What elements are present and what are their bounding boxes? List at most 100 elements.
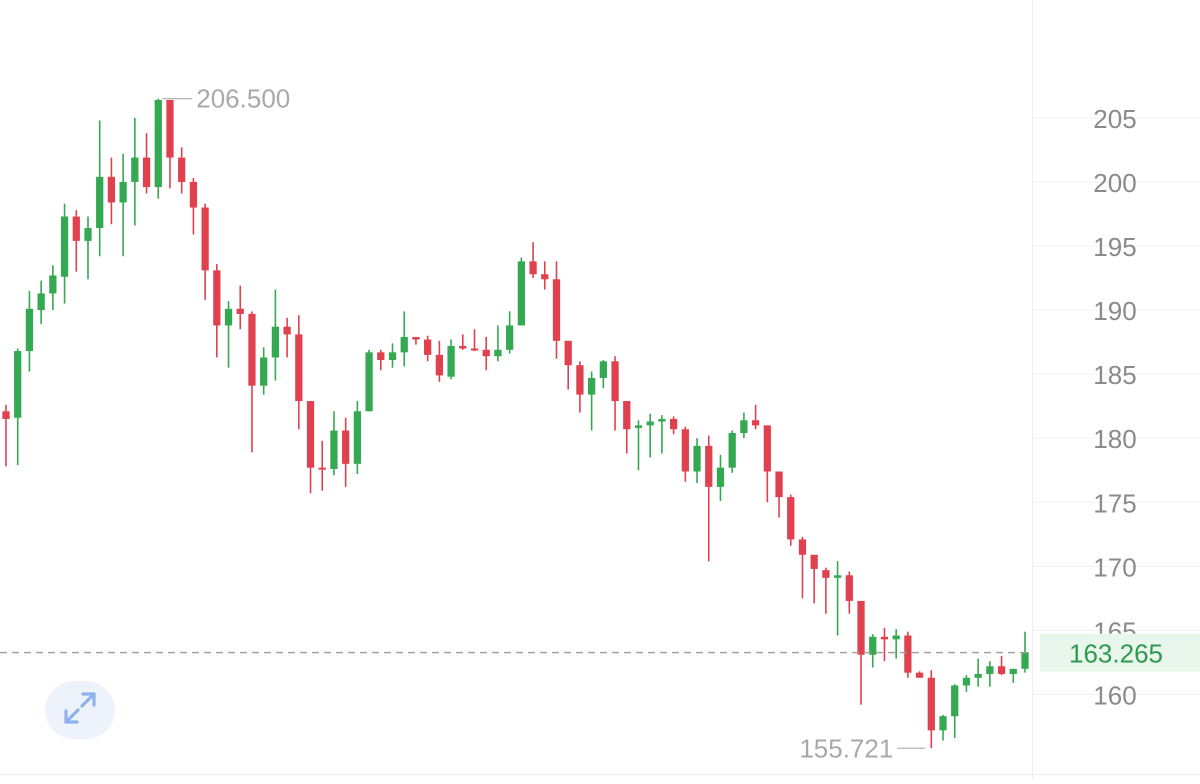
candle-body xyxy=(787,497,795,540)
candle-body xyxy=(1021,652,1029,669)
candle-body xyxy=(84,228,92,241)
candle-body xyxy=(588,377,596,395)
candle-body xyxy=(400,336,408,353)
y-tick-label: 170 xyxy=(1093,552,1136,582)
current-price-badge xyxy=(1040,633,1200,672)
candle-body xyxy=(25,308,34,352)
candle-body xyxy=(997,666,1006,674)
candle-body xyxy=(37,293,45,311)
candle-body xyxy=(986,666,994,674)
candle-body xyxy=(751,420,760,426)
y-tick-label: 160 xyxy=(1093,680,1136,710)
candle-body xyxy=(283,326,291,335)
candle-body xyxy=(2,411,10,419)
candle-body xyxy=(658,418,666,422)
candle-body xyxy=(833,575,842,578)
fullscreen-toggle-button[interactable] xyxy=(45,681,115,739)
candle-body xyxy=(482,349,490,357)
candle-body xyxy=(96,176,104,229)
candle-body xyxy=(681,429,689,472)
candle-body xyxy=(716,467,725,487)
candle-body xyxy=(517,261,525,326)
candle-body xyxy=(318,467,326,470)
candle-body xyxy=(728,433,736,468)
candle-body xyxy=(775,471,783,498)
current-price-label: 163.265 xyxy=(1069,639,1163,669)
candle-body xyxy=(213,270,221,326)
candle-body xyxy=(388,352,397,361)
candle-body xyxy=(740,420,748,434)
candle-body xyxy=(365,352,373,412)
candle-body xyxy=(306,401,315,468)
candle-body xyxy=(798,539,807,555)
candles-group xyxy=(2,98,1029,749)
candle-body xyxy=(166,99,174,158)
candle-body xyxy=(529,261,537,275)
candle-body xyxy=(201,207,209,271)
candle-body xyxy=(377,352,385,361)
candle-body xyxy=(435,354,443,376)
candle-body xyxy=(131,157,139,182)
candle-body xyxy=(189,181,198,208)
candle-body xyxy=(939,716,947,731)
candle-body xyxy=(634,425,643,428)
candle-body xyxy=(412,336,420,340)
candle-body xyxy=(693,445,701,472)
candle-body xyxy=(72,216,80,241)
y-tick-label: 205 xyxy=(1093,104,1136,134)
candle-body xyxy=(459,345,467,349)
low-marker-label: 155.721 xyxy=(799,733,893,763)
candle-body xyxy=(927,677,935,731)
candle-body xyxy=(506,325,514,350)
candle-body xyxy=(892,635,900,640)
candle-body xyxy=(248,313,256,386)
candle-body xyxy=(951,685,959,717)
candle-body xyxy=(342,430,350,464)
candle-body xyxy=(857,600,865,655)
candle-body xyxy=(541,274,549,280)
candle-body xyxy=(705,445,713,487)
candle-body xyxy=(60,216,69,277)
candle-body xyxy=(552,279,561,341)
candle-body xyxy=(49,275,57,294)
candle-body xyxy=(623,401,631,430)
candle-body xyxy=(576,365,584,395)
y-tick-label: 175 xyxy=(1093,488,1136,518)
candle-body xyxy=(564,340,572,366)
candle-body xyxy=(915,672,924,678)
candle-body xyxy=(119,181,127,203)
candle-body xyxy=(845,575,853,601)
candle-body xyxy=(353,411,362,464)
candle-body xyxy=(763,425,771,472)
candle-body xyxy=(904,635,912,673)
y-tick-label: 180 xyxy=(1093,424,1136,454)
candle-body xyxy=(1009,668,1017,674)
candle-body xyxy=(962,677,971,686)
candle-body xyxy=(494,349,502,357)
candle-body xyxy=(669,418,678,430)
candle-body xyxy=(236,308,244,314)
candle-body xyxy=(611,361,619,402)
candle-body xyxy=(424,339,432,355)
y-tick-label: 195 xyxy=(1093,232,1136,262)
candle-body xyxy=(142,157,151,188)
candle-body xyxy=(260,357,268,386)
candle-body xyxy=(154,99,162,188)
candle-body xyxy=(822,570,830,578)
candle-body xyxy=(224,308,233,326)
candle-body xyxy=(330,430,338,469)
candle-body xyxy=(646,421,654,426)
y-tick-label: 190 xyxy=(1093,296,1136,326)
y-tick-label: 200 xyxy=(1093,168,1136,198)
expand-arrows-icon xyxy=(60,688,100,733)
candle-body xyxy=(447,345,455,377)
candle-body xyxy=(470,348,479,351)
candle-body xyxy=(880,636,889,640)
candle-body xyxy=(271,326,280,358)
candle-body xyxy=(107,176,116,203)
candle-body xyxy=(178,157,186,182)
candle-body xyxy=(810,554,818,569)
candle-body xyxy=(14,351,22,418)
